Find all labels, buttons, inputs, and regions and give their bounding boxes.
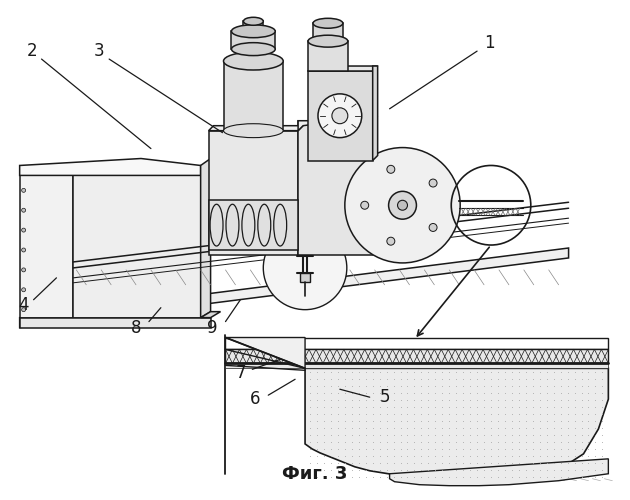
Circle shape bbox=[429, 179, 437, 187]
Polygon shape bbox=[231, 31, 275, 49]
Circle shape bbox=[21, 208, 26, 212]
Circle shape bbox=[332, 108, 348, 124]
Polygon shape bbox=[209, 130, 298, 255]
Polygon shape bbox=[20, 318, 210, 328]
Polygon shape bbox=[305, 368, 609, 478]
Ellipse shape bbox=[308, 35, 348, 47]
Polygon shape bbox=[226, 350, 609, 364]
Ellipse shape bbox=[224, 124, 283, 138]
Polygon shape bbox=[298, 116, 377, 130]
Text: 5: 5 bbox=[379, 388, 390, 406]
Text: Фиг. 3: Фиг. 3 bbox=[282, 465, 348, 483]
Circle shape bbox=[21, 188, 26, 192]
Circle shape bbox=[21, 228, 26, 232]
Circle shape bbox=[429, 224, 437, 232]
Polygon shape bbox=[209, 200, 298, 250]
Polygon shape bbox=[200, 158, 210, 318]
Polygon shape bbox=[300, 273, 310, 282]
Text: 6: 6 bbox=[250, 390, 261, 408]
Polygon shape bbox=[226, 338, 305, 368]
Polygon shape bbox=[20, 176, 73, 318]
Polygon shape bbox=[389, 459, 609, 485]
Text: 4: 4 bbox=[18, 296, 29, 314]
Text: 1: 1 bbox=[484, 34, 495, 52]
Polygon shape bbox=[313, 24, 343, 41]
Text: 7: 7 bbox=[235, 364, 246, 382]
Circle shape bbox=[361, 202, 369, 209]
Ellipse shape bbox=[231, 42, 275, 56]
Circle shape bbox=[21, 248, 26, 252]
Circle shape bbox=[263, 226, 347, 310]
Circle shape bbox=[387, 237, 395, 245]
Text: 8: 8 bbox=[131, 318, 141, 336]
Polygon shape bbox=[226, 364, 609, 368]
Ellipse shape bbox=[231, 25, 275, 38]
Polygon shape bbox=[209, 126, 303, 130]
Ellipse shape bbox=[243, 18, 263, 25]
Circle shape bbox=[345, 148, 460, 263]
Polygon shape bbox=[20, 158, 200, 176]
Circle shape bbox=[21, 288, 26, 292]
Polygon shape bbox=[20, 248, 569, 328]
Polygon shape bbox=[224, 61, 283, 130]
Polygon shape bbox=[308, 71, 373, 160]
Polygon shape bbox=[308, 41, 348, 71]
Circle shape bbox=[21, 268, 26, 272]
Circle shape bbox=[387, 166, 395, 173]
Circle shape bbox=[318, 94, 362, 138]
Ellipse shape bbox=[313, 18, 343, 28]
Polygon shape bbox=[308, 66, 377, 71]
Polygon shape bbox=[226, 338, 609, 349]
Text: 2: 2 bbox=[26, 42, 37, 60]
Ellipse shape bbox=[224, 52, 283, 70]
Text: 9: 9 bbox=[207, 318, 218, 336]
Circle shape bbox=[398, 200, 408, 210]
Text: 3: 3 bbox=[94, 42, 105, 60]
Circle shape bbox=[21, 308, 26, 312]
Polygon shape bbox=[373, 66, 377, 160]
Polygon shape bbox=[73, 176, 200, 318]
Polygon shape bbox=[298, 120, 373, 255]
Circle shape bbox=[389, 192, 416, 219]
Polygon shape bbox=[200, 312, 220, 318]
Polygon shape bbox=[243, 22, 263, 31]
